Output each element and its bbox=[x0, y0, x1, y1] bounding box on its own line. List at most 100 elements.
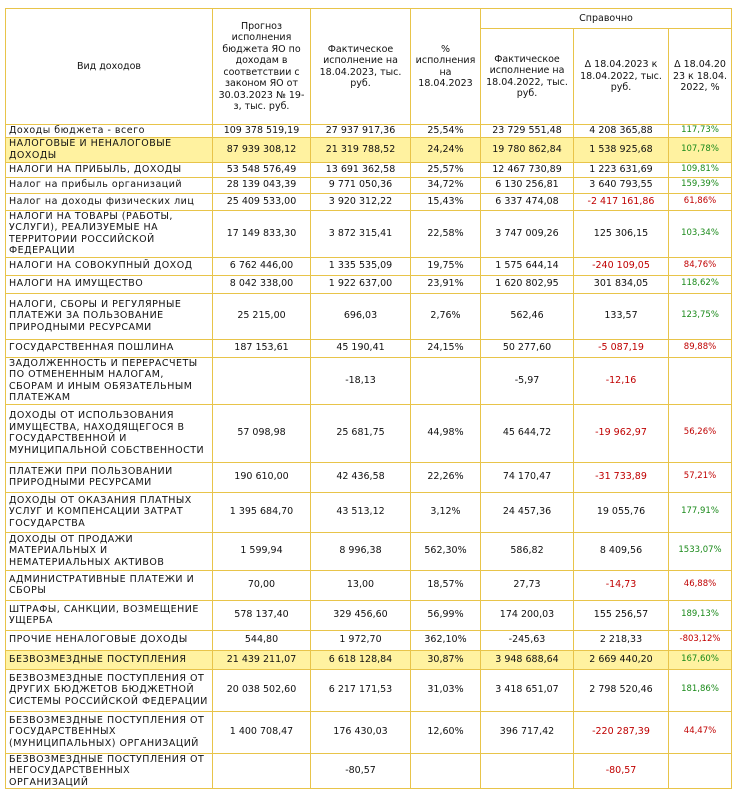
value-cell: 562,46 bbox=[480, 292, 574, 340]
table-row: АДМИНИСТРАТИВНЫЕ ПЛАТЕЖИ И СБОРЫ 70,00 13,… bbox=[5, 569, 732, 601]
value-cell: 123,75% bbox=[668, 292, 732, 340]
value-cell bbox=[410, 356, 481, 405]
table-body: Доходы бюджета - всего 109 378 519,19 27 9… bbox=[5, 124, 732, 789]
row-label: ДОХОДЫ ОТ ОКАЗАНИЯ ПЛАТНЫХ УСЛУГ И КОМПЕ… bbox=[5, 491, 213, 533]
table-row: ПЛАТЕЖИ ПРИ ПОЛЬЗОВАНИИ ПРИРОДНЫМИ РЕСУР… bbox=[5, 461, 732, 493]
value-cell: -245,63 bbox=[480, 629, 574, 651]
table-row: Доходы бюджета - всего 109 378 519,19 27 9… bbox=[5, 124, 732, 138]
value-cell: -19 962,97 bbox=[573, 403, 669, 463]
value-cell: 544,80 bbox=[212, 629, 311, 651]
value-cell: 167,60% bbox=[668, 649, 732, 670]
table-row: БЕЗВОЗМЕЗДНЫЕ ПОСТУПЛЕНИЯ 21 439 211,07 6 … bbox=[5, 649, 732, 670]
value-cell: 25,54% bbox=[410, 124, 481, 138]
value-cell: 34,72% bbox=[410, 176, 481, 194]
row-label: АДМИНИСТРАТИВНЫЕ ПЛАТЕЖИ И СБОРЫ bbox=[5, 569, 213, 601]
value-cell: 43 513,12 bbox=[310, 491, 411, 533]
value-cell: 13 691 362,58 bbox=[310, 161, 411, 178]
value-cell: 1 922 637,00 bbox=[310, 274, 411, 294]
value-cell: 118,62% bbox=[668, 274, 732, 294]
value-cell: -240 109,05 bbox=[573, 256, 669, 276]
table-row: НАЛОГИ, СБОРЫ И РЕГУЛЯРНЫЕ ПЛАТЕЖИ ЗА ПО… bbox=[5, 292, 732, 340]
value-cell: 190 610,00 bbox=[212, 461, 311, 493]
table-row: ГОСУДАРСТВЕННАЯ ПОШЛИНА 187 153,61 45 190,… bbox=[5, 338, 732, 358]
value-cell: 84,76% bbox=[668, 256, 732, 276]
row-label: НАЛОГИ НА СОВОКУПНЫЙ ДОХОД bbox=[5, 256, 213, 276]
value-cell bbox=[668, 752, 732, 789]
value-cell: 696,03 bbox=[310, 292, 411, 340]
value-cell: 329 456,60 bbox=[310, 599, 411, 631]
value-cell: -31 733,89 bbox=[573, 461, 669, 493]
value-cell: 44,47% bbox=[668, 710, 732, 754]
value-cell: 53 548 576,49 bbox=[212, 161, 311, 178]
revenue-table: Вид доходов Прогноз исполнения бюджета Я… bbox=[5, 8, 732, 789]
value-cell: 20 038 502,60 bbox=[212, 668, 311, 712]
value-cell: -5 087,19 bbox=[573, 338, 669, 358]
value-cell: 3 418 651,07 bbox=[480, 668, 574, 712]
value-cell: 1 620 802,95 bbox=[480, 274, 574, 294]
value-cell: 45 190,41 bbox=[310, 338, 411, 358]
table-row: ДОХОДЫ ОТ ИСПОЛЬЗОВАНИЯ ИМУЩЕСТВА, НАХОД… bbox=[5, 403, 732, 463]
header-cell: % исполнения на 18.04.2023 bbox=[410, 8, 481, 125]
value-cell: 396 717,42 bbox=[480, 710, 574, 754]
value-cell: 133,57 bbox=[573, 292, 669, 340]
value-cell: 117,73% bbox=[668, 124, 732, 138]
value-cell: 25 681,75 bbox=[310, 403, 411, 463]
row-label: БЕЗВОЗМЕЗДНЫЕ ПОСТУПЛЕНИЯ ОТ НЕГОСУДАРСТ… bbox=[5, 752, 213, 789]
value-cell: 1 575 644,14 bbox=[480, 256, 574, 276]
value-cell: 74 170,47 bbox=[480, 461, 574, 493]
header-cell: Справочно bbox=[480, 8, 732, 29]
value-cell: 3 640 793,55 bbox=[573, 176, 669, 194]
value-cell: 8 409,56 bbox=[573, 531, 669, 571]
value-cell: 45 644,72 bbox=[480, 403, 574, 463]
value-cell: 25 215,00 bbox=[212, 292, 311, 340]
row-label: ДОХОДЫ ОТ ПРОДАЖИ МАТЕРИАЛЬНЫХ И НЕМАТЕР… bbox=[5, 531, 213, 571]
value-cell: 362,10% bbox=[410, 629, 481, 651]
value-cell: 6 217 171,53 bbox=[310, 668, 411, 712]
value-cell: 2 798 520,46 bbox=[573, 668, 669, 712]
header-cell: Фактическое исполнение на 18.04.2022, ты… bbox=[480, 28, 574, 125]
value-cell: 27 937 917,36 bbox=[310, 124, 411, 138]
table-row: ПРОЧИЕ НЕНАЛОГОВЫЕ ДОХОДЫ 544,80 1 972,70 3… bbox=[5, 629, 732, 651]
value-cell: 12 467 730,89 bbox=[480, 161, 574, 178]
value-cell: 103,34% bbox=[668, 209, 732, 258]
value-cell: 23 729 551,48 bbox=[480, 124, 574, 138]
value-cell: 8 042 338,00 bbox=[212, 274, 311, 294]
value-cell: 44,98% bbox=[410, 403, 481, 463]
value-cell: 1 335 535,09 bbox=[310, 256, 411, 276]
row-label: Налог на доходы физических лиц bbox=[5, 192, 213, 211]
value-cell: 50 277,60 bbox=[480, 338, 574, 358]
value-cell: 8 996,38 bbox=[310, 531, 411, 571]
value-cell: 6 130 256,81 bbox=[480, 176, 574, 194]
value-cell: 1 972,70 bbox=[310, 629, 411, 651]
row-label: НАЛОГИ НА ТОВАРЫ (РАБОТЫ, УСЛУГИ), РЕАЛИ… bbox=[5, 209, 213, 258]
row-label: ПРОЧИЕ НЕНАЛОГОВЫЕ ДОХОДЫ bbox=[5, 629, 213, 651]
header-cell: Δ 18.04.2023 к 18.04.2022, % bbox=[668, 28, 732, 125]
value-cell: 177,91% bbox=[668, 491, 732, 533]
value-cell: 6 762 446,00 bbox=[212, 256, 311, 276]
value-cell: 87 939 308,12 bbox=[212, 136, 311, 163]
value-cell: 19 055,76 bbox=[573, 491, 669, 533]
value-cell: 1 395 684,70 bbox=[212, 491, 311, 533]
row-label: Налог на прибыль организаций bbox=[5, 176, 213, 194]
value-cell: 24 457,36 bbox=[480, 491, 574, 533]
table-header: Вид доходов Прогноз исполнения бюджета Я… bbox=[5, 8, 732, 125]
value-cell: 25,57% bbox=[410, 161, 481, 178]
value-cell: 3,12% bbox=[410, 491, 481, 533]
value-cell: 17 149 833,30 bbox=[212, 209, 311, 258]
row-label: ДОХОДЫ ОТ ИСПОЛЬЗОВАНИЯ ИМУЩЕСТВА, НАХОД… bbox=[5, 403, 213, 463]
table-row: ШТРАФЫ, САНКЦИИ, ВОЗМЕЩЕНИЕ УЩЕРБА 578 13… bbox=[5, 599, 732, 631]
value-cell: 56,26% bbox=[668, 403, 732, 463]
value-cell: 30,87% bbox=[410, 649, 481, 670]
value-cell: -2 417 161,86 bbox=[573, 192, 669, 211]
table-row: ДОХОДЫ ОТ ОКАЗАНИЯ ПЛАТНЫХ УСЛУГ И КОМПЕ… bbox=[5, 491, 732, 533]
table-row: НАЛОГОВЫЕ И НЕНАЛОГОВЫЕ ДОХОДЫ 87 939 308… bbox=[5, 136, 732, 163]
value-cell: 19 780 862,84 bbox=[480, 136, 574, 163]
table-row: БЕЗВОЗМЕЗДНЫЕ ПОСТУПЛЕНИЯ ОТ ДРУГИХ БЮДЖ… bbox=[5, 668, 732, 712]
value-cell: 57,21% bbox=[668, 461, 732, 493]
value-cell: 56,99% bbox=[410, 599, 481, 631]
value-cell: 187 153,61 bbox=[212, 338, 311, 358]
table-row: НАЛОГИ НА СОВОКУПНЫЙ ДОХОД 6 762 446,00 1 … bbox=[5, 256, 732, 276]
header-cell: Фактическое исполнение на 18.04.2023, ты… bbox=[310, 8, 411, 125]
value-cell: 12,60% bbox=[410, 710, 481, 754]
value-cell: 13,00 bbox=[310, 569, 411, 601]
